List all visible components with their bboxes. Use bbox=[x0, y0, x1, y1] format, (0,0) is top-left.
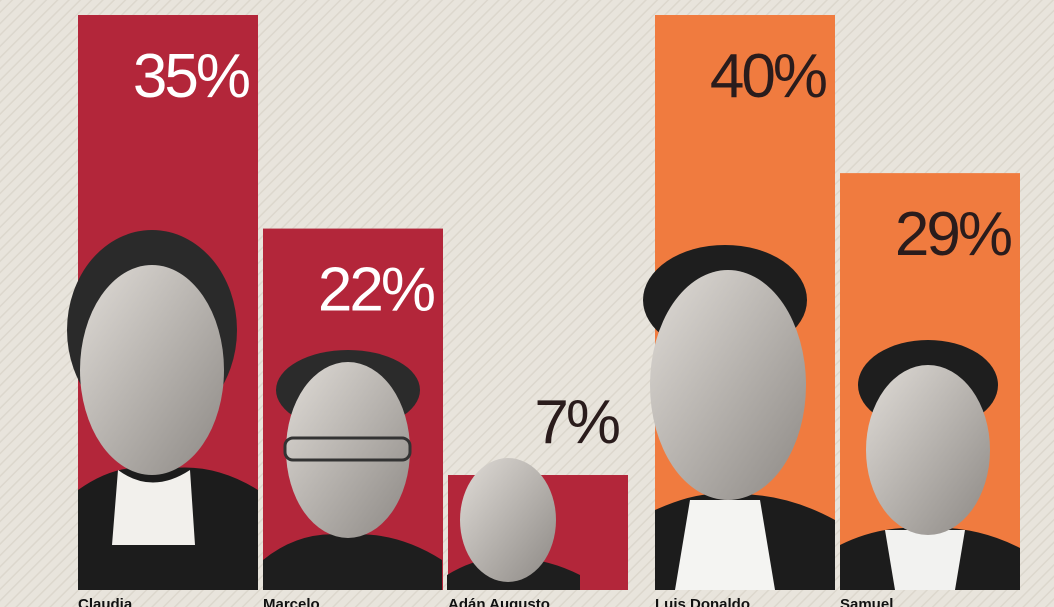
category-label: Adán Augusto bbox=[448, 596, 550, 607]
photos bbox=[67, 230, 1020, 590]
photo-face bbox=[460, 458, 556, 582]
value-label: 40% bbox=[710, 42, 826, 111]
photo-face bbox=[80, 265, 224, 475]
photo-face bbox=[650, 270, 806, 500]
value-label: 7% bbox=[534, 388, 618, 457]
labels: 35% Claudia 22% Marcelo 7% Adán Augusto 40% Lui… bbox=[78, 42, 1014, 607]
photo-face bbox=[866, 365, 990, 535]
photo-glasses bbox=[283, 436, 412, 462]
value-label: 35% bbox=[133, 42, 249, 111]
category-label: Samuel bbox=[840, 596, 893, 607]
photo-shirt bbox=[675, 500, 775, 590]
category-label: Claudia bbox=[78, 596, 133, 607]
value-label: 29% bbox=[895, 200, 1011, 269]
photo-shirt bbox=[885, 530, 965, 590]
photo-face bbox=[286, 362, 410, 538]
photo-body bbox=[263, 534, 442, 590]
photo-collar bbox=[112, 470, 195, 545]
category-label: Luis Donaldo bbox=[655, 596, 750, 607]
value-label: 22% bbox=[318, 256, 434, 325]
category-label: Marcelo bbox=[263, 596, 320, 607]
